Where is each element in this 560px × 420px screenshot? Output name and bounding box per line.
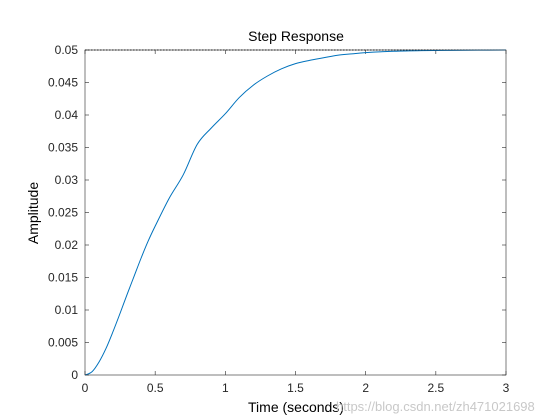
y-tick-label: 0.02: [55, 238, 79, 252]
y-tick-label: 0.015: [48, 271, 78, 285]
x-tick-label: 3: [503, 381, 510, 395]
y-tick-label: 0.005: [48, 336, 78, 350]
x-tick-label: 0: [82, 381, 89, 395]
series-step-response: [84, 49, 507, 376]
y-tick-label: 0.05: [55, 43, 79, 57]
y-tick-label: 0.01: [55, 303, 79, 317]
y-axis-title: Amplitude: [25, 182, 41, 244]
y-tick-label: 0.04: [55, 108, 79, 122]
y-tick-label: 0: [71, 368, 78, 382]
x-tick-label: 1: [222, 381, 229, 395]
y-tick-label: 0.035: [48, 141, 78, 155]
chart-title: Step Response: [248, 28, 344, 44]
y-tick-label: 0.025: [48, 206, 78, 220]
watermark-text: https://blog.csdn.net/zh471021698: [336, 399, 535, 414]
x-tick-label: 2: [362, 381, 369, 395]
x-axis-title: Time (seconds): [248, 399, 344, 415]
axis-tick-labels: 0 0.5 1 1.5 2 2.5 3 0 0.005 0.01 0.015 0.02 0.025 0.0…: [48, 43, 510, 395]
y-tick-label: 0.045: [48, 76, 78, 90]
y-tick-label: 0.03: [55, 173, 79, 187]
plot-frame: [84, 49, 507, 376]
plot-area: [85, 50, 506, 375]
x-tick-label: 2.5: [427, 381, 444, 395]
x-tick-label: 1.5: [287, 381, 304, 395]
x-tick-label: 0.5: [147, 381, 164, 395]
